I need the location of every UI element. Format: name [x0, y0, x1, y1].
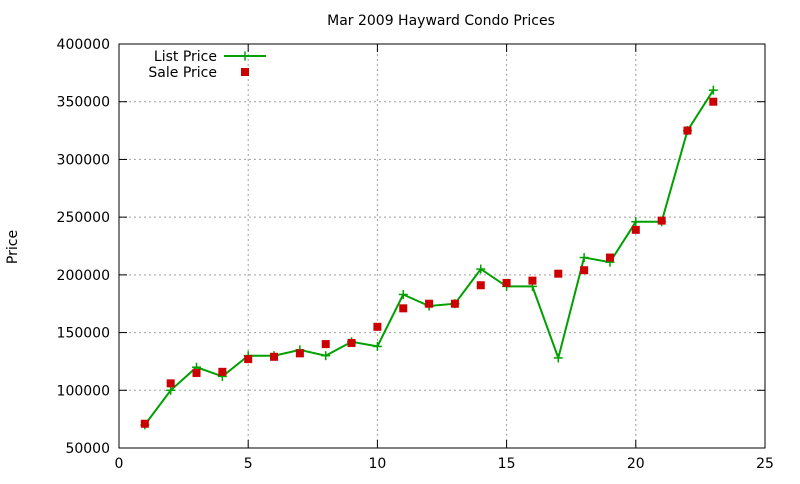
sale-price-point — [554, 269, 563, 278]
x-tick-label: 25 — [756, 456, 774, 472]
plot-frame — [118, 43, 766, 449]
list-price-point — [321, 351, 331, 361]
list-price-series — [140, 85, 718, 430]
sale-price-point — [244, 355, 253, 364]
chart-title: Mar 2009 Hayward Condo Prices — [327, 13, 555, 29]
sale-price-point — [373, 322, 382, 331]
y-axis-title: Price — [5, 230, 21, 264]
sale-price-point — [709, 97, 718, 106]
sale-price-point — [270, 352, 279, 361]
x-tick-label: 15 — [498, 456, 516, 472]
sale-price-point — [166, 379, 175, 388]
sale-price-point — [140, 419, 149, 428]
sale-price-point — [683, 126, 692, 135]
sale-price-point — [295, 349, 304, 358]
y-tick-label: 400000 — [57, 37, 110, 53]
legend-marker — [241, 68, 249, 76]
y-tick-label: 300000 — [57, 152, 110, 168]
list-price-point — [476, 264, 486, 274]
list-price-point — [553, 353, 563, 363]
x-tick-label: 20 — [627, 456, 645, 472]
x-tick-label: 10 — [368, 456, 386, 472]
sale-price-point — [631, 225, 640, 234]
legend-label: List Price — [154, 49, 217, 65]
list-price-point — [372, 341, 382, 351]
sale-price-point — [450, 299, 459, 308]
list-price-line — [143, 89, 715, 426]
list-price-point — [708, 85, 718, 95]
x-tick-label: 5 — [244, 456, 253, 472]
sale-price-point — [399, 304, 408, 313]
sale-price-point — [657, 216, 666, 225]
y-tick-label: 250000 — [57, 210, 110, 226]
sale-price-point — [321, 340, 330, 349]
grid — [119, 44, 765, 448]
sale-price-point — [218, 367, 227, 376]
sale-price-series — [140, 97, 718, 428]
sale-price-point — [502, 278, 511, 287]
axis-ticks: 50000 100000 150000 200000 250000 300000 35000… — [57, 37, 774, 472]
y-tick-label: 100000 — [57, 383, 110, 399]
list-price-point — [631, 217, 641, 227]
list-price-point — [398, 289, 408, 299]
y-tick-label: 150000 — [57, 326, 110, 342]
series — [140, 85, 718, 430]
list-price-point — [579, 253, 589, 263]
legend-label: Sale Price — [148, 65, 217, 81]
sale-price-point — [605, 253, 614, 262]
sale-price-point — [476, 281, 485, 290]
sale-price-point — [425, 299, 434, 308]
x-tick-label: 0 — [115, 456, 124, 472]
sale-price-point — [580, 266, 589, 275]
y-tick-label: 200000 — [57, 268, 110, 284]
y-tick-label: 50000 — [65, 441, 110, 457]
sale-price-point — [347, 338, 356, 347]
y-tick-label: 350000 — [57, 95, 110, 111]
legend-marker — [240, 51, 250, 61]
sale-price-point — [192, 368, 201, 377]
sale-price-point — [528, 276, 537, 285]
